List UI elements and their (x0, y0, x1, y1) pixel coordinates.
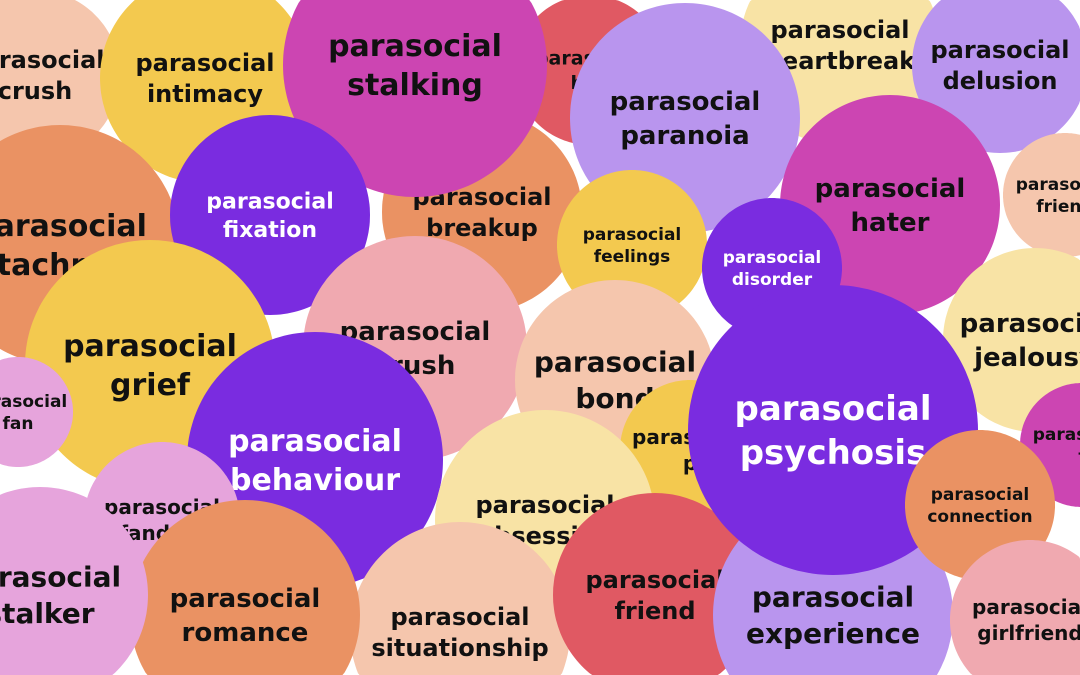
bubble-circle (350, 522, 570, 675)
bubble-label: feelings (594, 247, 671, 267)
bubble-label: girlfriend (977, 621, 1080, 645)
bubble-circle (943, 248, 1080, 432)
bubble-label: parasocial (0, 392, 67, 412)
bubble-label: situationship (371, 634, 548, 662)
bubble-circle (0, 487, 148, 675)
bubble-label: parasocial (960, 309, 1080, 339)
bubble-circle (0, 0, 120, 160)
bubble-label: friend (1036, 197, 1080, 217)
bubble-label: parasocial (972, 595, 1080, 619)
bubble-circle (283, 0, 547, 197)
bubble-circle (0, 357, 73, 467)
bubble-label: heartbreak (765, 47, 916, 75)
bubble-parasocial-delusion: parasocial delusion (912, 0, 1080, 153)
bubble-label: breakup (426, 214, 538, 242)
bubble-label: parasocial (63, 329, 237, 364)
bubble-label: connection (927, 507, 1032, 527)
bubble-parasocial-stalker: parasocialstalker (0, 487, 148, 675)
bubble-label: parasocial (135, 49, 274, 77)
bubble-circle (130, 500, 360, 675)
bubble-label: experience (746, 617, 920, 650)
bubble-label: delusion (943, 67, 1058, 95)
bubble-parasocial-stalking: parasocial stalking (283, 0, 547, 197)
bubble-parasocial-romance: parasocial romance (130, 500, 360, 675)
bubble-label: parasocial (1033, 425, 1080, 445)
bubble-label: disorder (732, 270, 813, 290)
bubble-parasocial-friend: parasocial friend (553, 493, 757, 675)
bubble-label: parasocial (585, 566, 724, 594)
bubble-circle (912, 0, 1080, 153)
bubble-label: parasocial (328, 29, 502, 64)
bubble-label: parasocial (0, 561, 121, 594)
bubble-label: parasocial (770, 16, 909, 44)
bubble-label: parasocial (1016, 175, 1080, 195)
bubble-label: stalker (0, 597, 95, 630)
bubble-circle (1003, 133, 1080, 257)
bubble-label: parasocial (228, 424, 402, 459)
bubble-parasocial-crush: parasocial crush (0, 0, 120, 160)
bubble-label: parasocial (170, 584, 321, 614)
bubble-label: romance (182, 618, 309, 648)
bubble-label: parasocial (930, 36, 1069, 64)
bubble-label: parasocial (723, 248, 822, 268)
bubble-label: grief (110, 368, 191, 403)
bubble-circle (553, 493, 757, 675)
bubble-label: parasocial (0, 46, 105, 74)
bubble-parasocial-situationship: parasocial situationship (350, 522, 570, 675)
bubble-label: parasocial (583, 225, 682, 245)
bubble-label: f (1078, 447, 1080, 467)
bubble-label: intimacy (147, 80, 263, 108)
bubble-label: friend (614, 597, 695, 625)
bubble-label: behaviour (230, 463, 400, 498)
bubble-label: parasocial (752, 581, 914, 614)
bubble-label: parasocial (206, 189, 333, 214)
bubble-label: fixation (223, 218, 317, 243)
bubble-label: parasocial (931, 485, 1030, 505)
bubble-label: paranoia (620, 121, 749, 151)
bubble-parasocial-jealousy: parasocial jealousy (943, 248, 1080, 432)
bubble-label: crush (0, 77, 72, 105)
bubble-label: parasocial (534, 346, 696, 379)
bubble-label: parasocial (610, 87, 761, 117)
bubble-label: stalking (347, 68, 483, 103)
bubble-circle (950, 540, 1080, 675)
bubble-label: fan (3, 414, 34, 434)
bubble-label: jealousy (973, 343, 1080, 373)
bubble-label: parasocial (390, 603, 529, 631)
bubble-label: parasocial (475, 491, 614, 519)
bubble-label: hater (851, 208, 930, 238)
bubble-label: parasocial (735, 389, 932, 429)
bubble-label: parasocial (0, 209, 147, 244)
bubble-label: psychosis (740, 433, 927, 473)
bubble-label: parasocial (815, 174, 966, 204)
